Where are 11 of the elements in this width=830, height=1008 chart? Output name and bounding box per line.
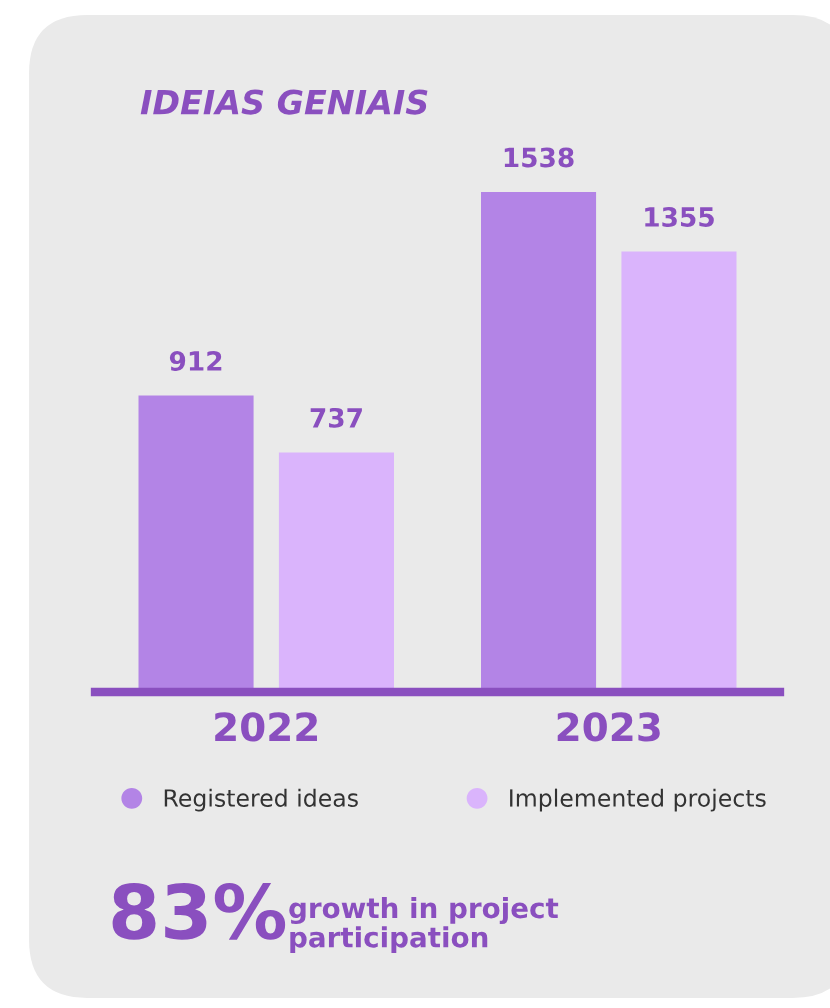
x-tick-label: 2022 bbox=[215, 712, 317, 742]
text: 83% bbox=[112, 883, 286, 940]
x-tick-label: 2023 bbox=[557, 712, 660, 742]
data-label: 912 bbox=[169, 350, 222, 371]
data-label: 1355 bbox=[645, 206, 714, 227]
text: growth in project participation bbox=[289, 896, 559, 954]
data-label: 737 bbox=[310, 407, 362, 428]
chart-title: IDEIAS GENIAIS bbox=[140, 89, 428, 115]
legend-label: Implemented projects bbox=[510, 788, 766, 812]
data-label: 1538 bbox=[504, 147, 574, 168]
legend-label: Registered ideas bbox=[164, 788, 358, 812]
